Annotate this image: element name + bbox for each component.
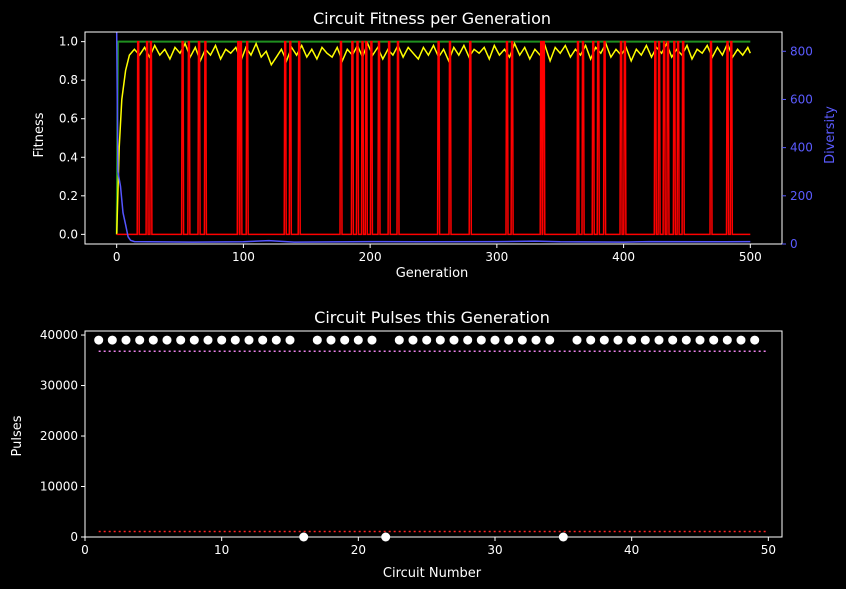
pulse-point xyxy=(504,335,514,345)
fitness-axes: 0 100 200 300 400 500 0.0 0.2 0.4 0.6 0.8 1.0 0 200 40… xyxy=(59,31,813,264)
mean-line xyxy=(115,41,751,235)
max-line xyxy=(115,40,751,235)
pulse-point xyxy=(148,335,158,345)
pulses-chart-title: Circuit Pulses this Generation xyxy=(314,308,550,327)
fitness-x-tick-label: 500 xyxy=(739,250,762,264)
fitness-x-axis-label: Generation xyxy=(396,266,469,281)
pulse-point xyxy=(586,335,596,345)
pulse-point xyxy=(394,335,404,345)
pulses-x-tick-label: 20 xyxy=(351,543,366,557)
pulse-point xyxy=(176,335,186,345)
pulse-point xyxy=(463,335,473,345)
pulse-point xyxy=(135,335,145,345)
fitness-x-tick-label: 400 xyxy=(612,250,635,264)
fitness-chart: Circuit Fitness per Generation 0 100 200 30… xyxy=(32,9,838,281)
pulse-point xyxy=(244,335,254,345)
pulses-plot-frame xyxy=(84,330,783,538)
pulse-point xyxy=(449,335,459,345)
fitness-y-tick-label: 1.0 xyxy=(59,35,78,49)
pulse-point xyxy=(736,335,746,345)
pulses-x-tick-label: 40 xyxy=(624,543,639,557)
pulse-point xyxy=(681,335,691,345)
pulses-y-tick-label: 40000 xyxy=(40,328,78,342)
diversity-y-tick-label: 800 xyxy=(790,44,813,58)
pulse-point xyxy=(189,335,199,345)
pulse-point xyxy=(353,335,363,345)
pulse-point xyxy=(654,335,664,345)
pulse-point xyxy=(490,335,500,345)
pulse-point xyxy=(162,335,172,345)
pulses-y-tick-label: 0 xyxy=(70,530,78,544)
pulses-x-tick-label: 30 xyxy=(487,543,502,557)
pulse-point xyxy=(476,335,486,345)
pulse-point xyxy=(422,335,432,345)
fitness-y-tick-label: 0.2 xyxy=(59,189,78,203)
fitness-y-tick-label: 0.8 xyxy=(59,73,78,87)
diversity-y-tick-label: 0 xyxy=(790,237,798,251)
pulse-point xyxy=(545,335,555,345)
pulses-y-tick-label: 20000 xyxy=(40,429,78,443)
pulse-point xyxy=(435,335,445,345)
pulses-series-group xyxy=(94,335,769,542)
pulse-point xyxy=(517,335,527,345)
pulse-point xyxy=(258,335,268,345)
fitness-x-tick-label: 300 xyxy=(485,250,508,264)
pulses-x-tick-label: 50 xyxy=(761,543,776,557)
pulses-y-tick-label: 30000 xyxy=(40,379,78,393)
diversity-y-tick-label: 400 xyxy=(790,141,813,155)
pulse-point xyxy=(722,335,732,345)
fitness-series-group xyxy=(115,31,751,243)
pulse-point xyxy=(107,335,117,345)
pulse-point xyxy=(326,335,336,345)
pulses-x-tick-label: 0 xyxy=(81,543,89,557)
pulse-point xyxy=(312,335,322,345)
pulses-x-tick-label: 10 xyxy=(214,543,229,557)
pulse-point xyxy=(271,335,281,345)
fitness-y-tick-label: 0.6 xyxy=(59,112,78,126)
pulse-point xyxy=(203,335,213,345)
fitness-y-tick-label: 0.0 xyxy=(59,227,78,241)
pulses-axes: 0 10 20 30 40 50 0 10000 20000 30000 40000 xyxy=(40,328,783,557)
pulses-y-tick-label: 10000 xyxy=(40,480,78,494)
diversity-y-tick-label: 200 xyxy=(790,189,813,203)
diversity-line xyxy=(115,31,751,243)
pulse-point xyxy=(640,335,650,345)
min-fitness-line xyxy=(116,40,751,236)
pulse-point xyxy=(750,335,760,345)
fitness-plot-frame xyxy=(84,31,783,245)
pulse-point xyxy=(627,335,637,345)
pulse-point xyxy=(367,335,377,345)
pulses-chart: Circuit Pulses this Generation 0 10 20 30 40… xyxy=(10,308,783,581)
pulse-point xyxy=(408,335,418,345)
pulse-point xyxy=(709,335,719,345)
pulse-point xyxy=(217,335,227,345)
pulse-point xyxy=(572,335,582,345)
pulse-point xyxy=(668,335,678,345)
diversity-y-tick-label: 600 xyxy=(790,92,813,106)
pulses-x-axis-label: Circuit Number xyxy=(383,566,482,581)
pulse-point xyxy=(94,335,104,345)
fitness-y-axis-label: Fitness xyxy=(32,112,47,157)
fitness-x-tick-label: 0 xyxy=(113,250,121,264)
pulse-point xyxy=(121,335,131,345)
fitness-y-tick-label: 0.4 xyxy=(59,150,78,164)
pulse-point xyxy=(531,335,541,345)
pulse-point xyxy=(285,335,295,345)
diversity-y-axis-label: Diversity xyxy=(823,106,838,164)
pulse-point xyxy=(230,335,240,345)
fitness-x-tick-label: 200 xyxy=(359,250,382,264)
pulse-point xyxy=(695,335,705,345)
pulse-point xyxy=(599,335,609,345)
pulse-point xyxy=(340,335,350,345)
fitness-x-tick-label: 100 xyxy=(232,250,255,264)
pulse-point xyxy=(613,335,623,345)
fitness-chart-title: Circuit Fitness per Generation xyxy=(313,9,551,28)
pulses-y-axis-label: Pulses xyxy=(10,415,25,456)
